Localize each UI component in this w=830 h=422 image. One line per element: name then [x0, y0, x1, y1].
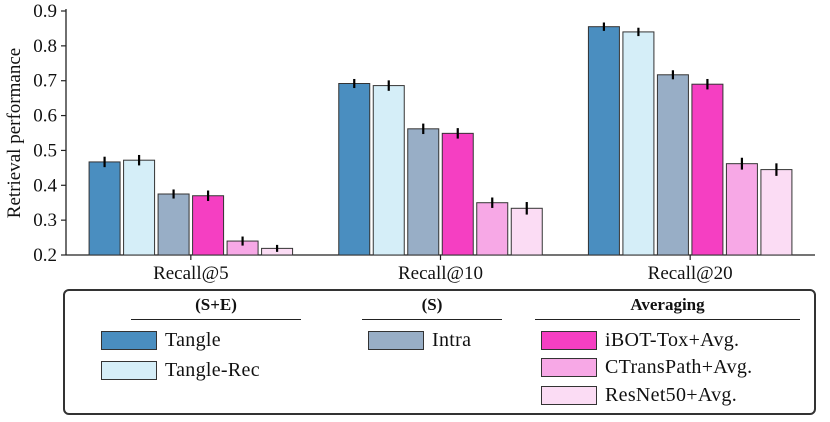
bar-tangle-rec-0: [123, 159, 156, 256]
tick-labels: 0.2 0.3 0.4 0.5 0.6 0.7 0.8 0.9 Recall@5 Recall@1…: [33, 1, 732, 284]
legend-item-ctranspath: CTransPath+Avg.: [541, 356, 752, 378]
retrieval-bar-chart: 0.2 0.3 0.4 0.5 0.6 0.7 0.8 0.9 Recall@5 Recall@1…: [4, 1, 815, 284]
legend-item-tangle: Tangle: [101, 329, 221, 351]
y-tick-label: 0.4: [33, 175, 57, 196]
x-tick-label: Recall@10: [398, 263, 483, 284]
legend-swatch-tangle: [101, 330, 157, 350]
y-tick-label: 0.6: [33, 106, 57, 127]
y-tick-label: 0.9: [33, 1, 57, 22]
bar-tangle-1: [338, 83, 371, 256]
y-tick-label: 0.7: [33, 71, 57, 92]
legend-rule-s: [362, 319, 502, 320]
bar-ctranspath-avg--2: [725, 163, 758, 256]
legend-swatch-ibot-tox: [541, 330, 597, 350]
legend-swatch-intra: [368, 330, 424, 350]
legend-label-tangle-rec: Tangle-Rec: [165, 358, 260, 381]
bar-ibot-tox-avg--2: [691, 83, 724, 256]
legend-item-intra: Intra: [368, 329, 471, 351]
legend-rule-se: [131, 319, 301, 320]
legend-label-resnet50: ResNet50+Avg.: [605, 383, 738, 406]
bar-tangle-rec-1: [372, 85, 405, 256]
legend-swatch-tangle-rec: [101, 360, 157, 380]
legend-rule-averaging: [535, 319, 800, 320]
legend: (S+E) (S) Averaging Tangle Tangle-Rec In…: [63, 289, 816, 415]
y-tick-label: 0.3: [33, 210, 57, 231]
y-axis-label: Retrieval performance: [4, 48, 25, 218]
bar-intra-2: [656, 74, 689, 256]
x-tick-label: Recall@20: [648, 263, 733, 284]
bar-intra-0: [157, 193, 190, 256]
x-tick-label: Recall@5: [153, 263, 229, 284]
bars: [88, 26, 793, 256]
legend-label-tangle: Tangle: [165, 328, 221, 351]
y-tick-label: 0.8: [33, 36, 57, 57]
y-tick-label: 0.2: [33, 245, 57, 266]
legend-label-intra: Intra: [432, 328, 472, 351]
legend-item-ibot-tox: iBOT-Tox+Avg.: [541, 329, 739, 351]
legend-group-title-se: (S+E): [195, 295, 237, 314]
bar-ibot-tox-avg--1: [441, 132, 474, 256]
bar-ibot-tox-avg--0: [192, 195, 225, 256]
error-bars: [103, 22, 778, 252]
axes: [61, 9, 815, 260]
bar-resnet50-avg--2: [760, 169, 793, 256]
bar-tangle-0: [88, 161, 121, 256]
legend-swatch-resnet50: [541, 385, 597, 405]
legend-group-title-s: (S): [421, 295, 443, 314]
bar-tangle-2: [587, 26, 620, 256]
legend-item-resnet50: ResNet50+Avg.: [541, 384, 737, 406]
legend-label-ibot-tox: iBOT-Tox+Avg.: [605, 328, 740, 351]
bar-ctranspath-avg--1: [476, 202, 509, 256]
legend-item-tangle-rec: Tangle-Rec: [101, 359, 260, 381]
legend-group-title-averaging: Averaging: [630, 295, 705, 314]
legend-label-ctranspath: CTransPath+Avg.: [605, 355, 753, 378]
bar-intra-1: [407, 128, 440, 256]
bar-resnet50-avg--1: [510, 207, 543, 256]
legend-swatch-ctranspath: [541, 357, 597, 377]
y-tick-label: 0.5: [33, 140, 57, 161]
bar-tangle-rec-2: [622, 31, 655, 256]
